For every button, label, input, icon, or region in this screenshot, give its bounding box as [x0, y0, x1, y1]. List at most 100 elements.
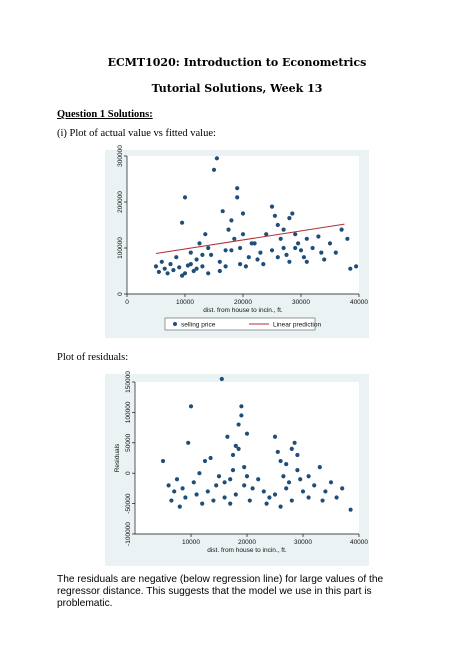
conclusion-paragraph: The residuals are negative (below regres… — [57, 574, 384, 609]
legend-label-linear-prediction: Linear prediction — [273, 321, 321, 328]
data-point — [168, 262, 173, 267]
data-point — [197, 471, 202, 476]
data-point — [261, 262, 266, 267]
data-point — [298, 248, 304, 253]
data-point — [233, 492, 238, 497]
data-point — [261, 489, 266, 494]
data-point — [236, 422, 241, 427]
data-point — [194, 492, 199, 497]
data-point — [306, 474, 311, 479]
data-point — [162, 266, 167, 271]
data-point — [223, 248, 228, 253]
data-point — [295, 452, 300, 458]
data-point — [293, 245, 298, 251]
data-point — [293, 232, 298, 237]
x-tick-label: 20000 — [238, 539, 256, 546]
data-point — [240, 232, 246, 237]
x-tick-label: 40000 — [350, 539, 368, 546]
data-point — [290, 211, 295, 216]
data-point — [174, 477, 180, 482]
data-point — [281, 245, 286, 251]
plot1-caption: (i) Plot of actual value vs fitted value… — [57, 128, 216, 139]
data-point — [172, 489, 177, 494]
data-point — [320, 498, 325, 503]
data-point — [239, 404, 244, 409]
data-point — [242, 483, 247, 488]
data-point — [188, 262, 193, 267]
data-point — [312, 483, 317, 488]
data-point — [278, 236, 283, 241]
y-tick-label: 0 — [117, 292, 124, 296]
data-point — [240, 211, 246, 216]
y-tick-label: 0 — [125, 471, 132, 475]
data-point — [182, 271, 188, 276]
data-point — [194, 266, 199, 271]
y-tick-label: 50000 — [125, 433, 132, 451]
data-point — [269, 204, 275, 209]
data-point — [348, 507, 353, 512]
data-point — [244, 431, 250, 436]
data-point — [160, 458, 166, 464]
data-point — [272, 213, 277, 218]
plot-area — [135, 382, 359, 534]
data-point — [333, 250, 338, 255]
data-point — [235, 186, 240, 191]
x-tick-label: 10000 — [182, 539, 200, 546]
data-point — [250, 486, 255, 491]
y-tick-label: 100000 — [117, 237, 124, 259]
plot-area — [127, 156, 359, 294]
data-point — [166, 483, 171, 488]
data-point — [209, 252, 214, 257]
data-point — [197, 241, 202, 246]
data-point — [208, 455, 213, 461]
data-point — [322, 257, 327, 262]
data-point — [156, 269, 161, 275]
data-point — [296, 241, 301, 246]
data-point — [191, 268, 196, 274]
data-point — [180, 220, 185, 225]
data-point — [255, 257, 260, 262]
data-point — [229, 248, 234, 253]
data-point — [230, 452, 236, 458]
data-point — [292, 440, 297, 445]
data-point — [249, 241, 254, 246]
data-point — [275, 255, 280, 260]
data-point — [186, 440, 191, 445]
data-point — [243, 264, 248, 269]
data-point — [202, 458, 208, 464]
chart-actual-vs-fitted: 0 100000 200000 300000 0 10000 20000 30000 40000… — [117, 145, 368, 331]
chart-panel-residuals: -100000 -50000 0 50000 100000 150000 10000 2000… — [105, 371, 369, 566]
data-point — [264, 501, 269, 506]
document-subtitle: Tutorial Solutions, Week 13 — [151, 82, 323, 95]
data-point — [182, 195, 188, 200]
data-point — [211, 498, 216, 503]
data-point — [301, 255, 306, 260]
data-point — [242, 465, 247, 470]
data-point — [287, 216, 292, 221]
data-point — [300, 489, 306, 494]
legend-box — [164, 317, 316, 331]
data-point — [345, 236, 350, 241]
plot2-caption: Plot of residuals: — [57, 352, 129, 363]
data-point — [267, 495, 272, 500]
data-point — [211, 167, 217, 172]
y-tick-label: 200000 — [117, 191, 124, 213]
data-point — [235, 195, 240, 200]
data-point — [339, 227, 344, 232]
data-point — [238, 262, 243, 267]
x-tick-label: 30000 — [294, 539, 312, 546]
data-point — [233, 443, 238, 448]
data-point — [191, 480, 196, 485]
data-point — [180, 273, 185, 278]
data-point — [278, 458, 283, 464]
data-point — [256, 477, 261, 482]
data-point — [298, 477, 303, 482]
x-axis-label: dist. from house to incin., ft. — [203, 307, 283, 314]
data-point — [272, 492, 278, 497]
data-point — [222, 480, 227, 485]
data-point — [171, 267, 176, 273]
data-point — [229, 218, 234, 223]
data-point — [217, 259, 222, 264]
data-point — [319, 250, 324, 255]
y-tick-label: -50000 — [125, 493, 132, 514]
